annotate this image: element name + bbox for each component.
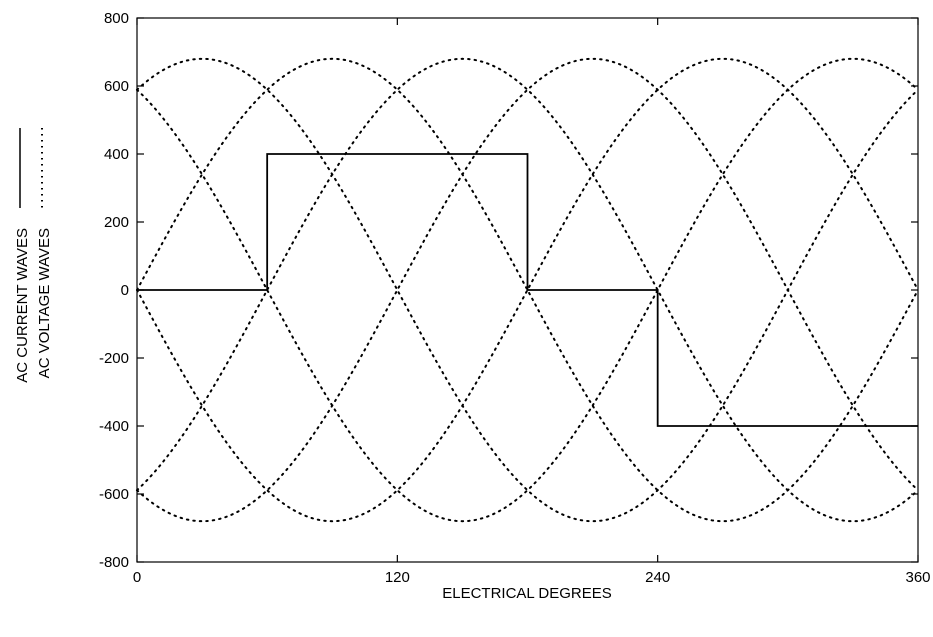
ylabel-current: AC CURRENT WAVES <box>14 228 31 383</box>
y-tick-label: 800 <box>104 10 129 27</box>
x-tick-label: 120 <box>385 569 410 586</box>
y-tick-label: -400 <box>99 418 129 435</box>
x-tick-label: 0 <box>133 569 141 586</box>
y-tick-label: 0 <box>121 282 129 299</box>
voltage-wave-4 <box>136 57 919 523</box>
y-tick-label: -600 <box>99 486 129 503</box>
x-tick-label: 240 <box>645 569 670 586</box>
y-axis: 800 600 400 200 0 -200 -400 -600 -800 <box>99 10 918 571</box>
ylabel-voltage: AC VOLTAGE WAVES <box>36 228 53 378</box>
x-tick-label: 360 <box>905 569 930 586</box>
legend: AC CURRENT WAVES AC VOLTAGE WAVES <box>14 128 53 383</box>
y-tick-label: -200 <box>99 350 129 367</box>
x-axis: 0 120 240 360 <box>133 18 931 586</box>
y-tick-label: -800 <box>99 554 129 571</box>
y-tick-label: 600 <box>104 78 129 95</box>
current-wave <box>137 153 918 427</box>
y-tick-label: 400 <box>104 146 129 163</box>
x-axis-label: ELECTRICAL DEGREES <box>442 585 612 602</box>
y-tick-label: 200 <box>104 214 129 231</box>
plot-area <box>136 17 919 563</box>
